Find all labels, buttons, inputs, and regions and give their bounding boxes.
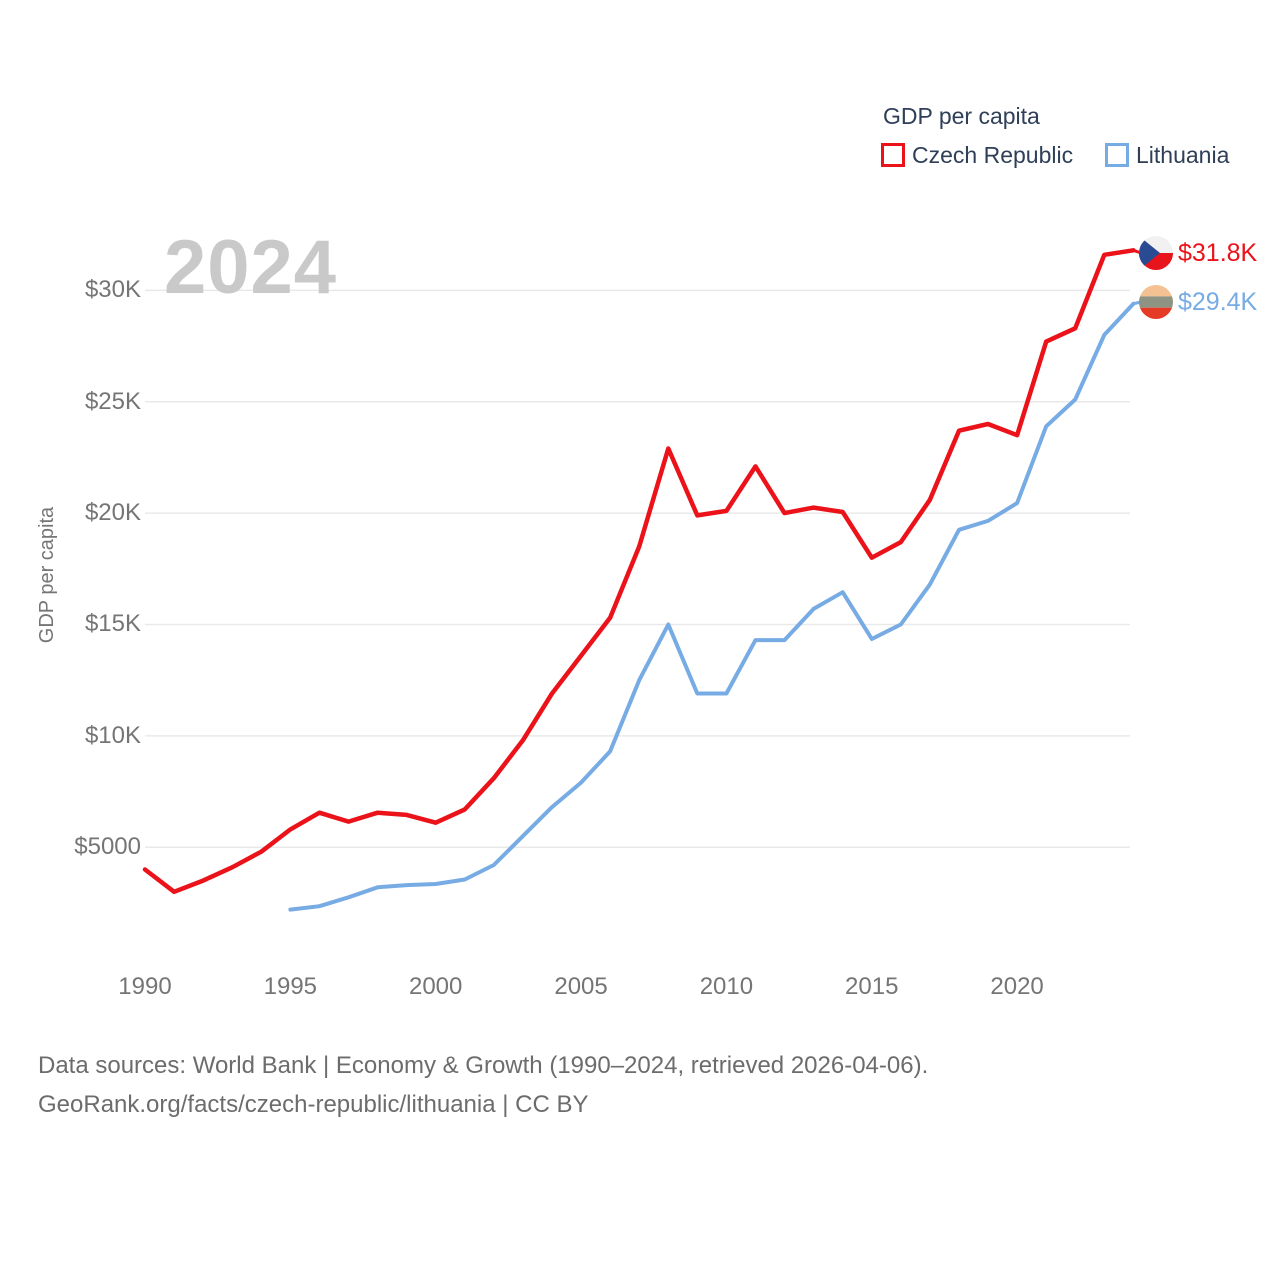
legend-label-lithuania: Lithuania [1136, 142, 1230, 168]
x-tick-label: 2020 [990, 973, 1044, 1000]
lithuania-series-swatch [1105, 143, 1129, 167]
series-group [142, 248, 1136, 912]
lithuania-end-value-label: $29.4K [1178, 288, 1258, 316]
x-tick-label: 1995 [263, 973, 318, 1000]
watermark-year: 2024 [164, 225, 338, 310]
y-tick-label: $20K [84, 499, 141, 527]
czech-flag-icon [1139, 236, 1173, 270]
y-tick-label: $25K [84, 387, 141, 415]
x-tick-label: 2010 [699, 973, 754, 1000]
footer: Data sources: World Bank | Economy & Gro… [38, 1046, 928, 1124]
czech-series-swatch [881, 143, 905, 167]
y-tick-label: $30K [84, 276, 141, 304]
y-tick-label: $5000 [74, 833, 141, 861]
footer-sources-line: Data sources: World Bank | Economy & Gro… [38, 1052, 929, 1079]
y-tick-label: $15K [84, 610, 141, 638]
series-line-czech-republic[interactable] [142, 248, 1136, 895]
y-tick-label: $10K [84, 721, 141, 749]
gridlines-group [145, 289, 1130, 848]
czech-end-value-label: $31.8K [1178, 239, 1258, 267]
legend-title: GDP per capita [883, 103, 1040, 129]
legend-item-lithuania[interactable]: Lithuania [1105, 142, 1229, 168]
legend-item-czech-republic[interactable]: Czech Republic [881, 142, 1073, 168]
x-tick-label: 2005 [554, 973, 608, 1000]
x-tick-label: 2000 [408, 973, 463, 1000]
legend-label-czech-republic: Czech Republic [912, 142, 1074, 168]
footer-attribution-line: GeoRank.org/facts/czech-republic/lithuan… [38, 1091, 589, 1118]
x-tick-label: 2015 [845, 973, 899, 1000]
series-line-lithuania[interactable] [288, 301, 1136, 912]
x-tick-label: 1990 [118, 973, 172, 1000]
lithuania-flag-icon [1139, 285, 1173, 319]
